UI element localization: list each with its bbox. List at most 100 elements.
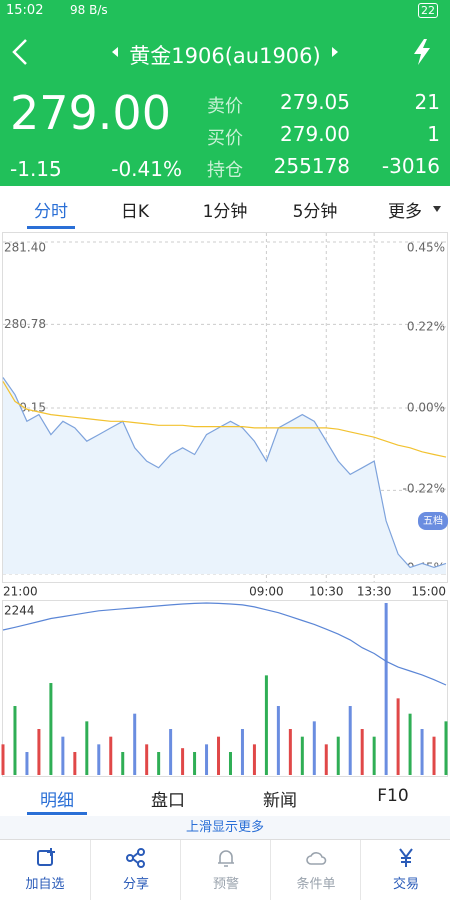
volume-bar bbox=[420, 729, 424, 775]
nav-label: 加自选 bbox=[25, 877, 65, 892]
chart-tab[interactable]: 5分钟 bbox=[292, 202, 338, 222]
y-tick-label: 280.78 bbox=[4, 317, 46, 331]
volume-bar bbox=[73, 752, 77, 775]
battery: 22 bbox=[418, 3, 438, 18]
volume-bar bbox=[312, 721, 316, 775]
volume-bar bbox=[1, 744, 5, 775]
volume-bar bbox=[181, 748, 185, 775]
price-line bbox=[2, 377, 447, 569]
volume-bar bbox=[360, 729, 364, 775]
detail-tab[interactable]: 明细 bbox=[40, 791, 74, 811]
nav-item[interactable]: 分享 bbox=[90, 840, 181, 900]
header: 15:02 98 B/s 22 黄金1906(au1906) 279.00 -1… bbox=[0, 0, 450, 186]
change: -1.15 bbox=[10, 157, 62, 181]
contract-title: 黄金1906(au1906) bbox=[129, 44, 321, 68]
volume-bar bbox=[336, 736, 340, 775]
more-hint[interactable]: 上滑显示更多 bbox=[0, 816, 450, 840]
detail-tab[interactable]: 盘口 bbox=[151, 791, 185, 811]
change-pct: -0.41% bbox=[111, 157, 182, 181]
x-tick-label: 15:00 bbox=[411, 585, 446, 599]
volume-bar bbox=[85, 721, 89, 775]
quote-volume: 21 bbox=[414, 90, 440, 114]
net-speed: 98 B/s bbox=[70, 3, 108, 17]
y2-tick-label: -0.22% bbox=[403, 482, 445, 496]
nav-label: 分享 bbox=[122, 877, 149, 892]
price-area bbox=[3, 377, 446, 574]
nav-label: 预警 bbox=[212, 877, 239, 892]
nav-item[interactable]: 交易 bbox=[360, 840, 450, 900]
chart-tab[interactable]: 更多 bbox=[388, 202, 422, 222]
y-tick-label: 281.40 bbox=[4, 241, 46, 255]
avg-line bbox=[2, 381, 447, 458]
volume-bar bbox=[25, 752, 29, 775]
volume-bar bbox=[408, 713, 412, 775]
quote-value: 255178 bbox=[273, 154, 350, 178]
nav-item[interactable]: 条件单 bbox=[270, 840, 361, 900]
volume-bar bbox=[205, 744, 209, 775]
nav-label: 交易 bbox=[392, 877, 419, 892]
quote-label: 持仓 bbox=[207, 160, 243, 181]
divider bbox=[0, 839, 450, 840]
volume-bar bbox=[193, 752, 197, 775]
nav-icon bbox=[37, 848, 55, 866]
back-button[interactable] bbox=[8, 38, 32, 66]
volume-bar bbox=[145, 744, 149, 775]
side-tag-bg bbox=[418, 512, 448, 530]
quote-volume: 1 bbox=[427, 122, 440, 146]
active-tab-underline bbox=[27, 812, 87, 815]
quote-label: 卖价 bbox=[207, 96, 243, 117]
chart-tab[interactable]: 分时 bbox=[34, 202, 68, 222]
quote-volume: -3016 bbox=[381, 154, 440, 178]
volume-bar bbox=[169, 729, 173, 775]
nav-icon bbox=[126, 848, 145, 868]
next-arrow[interactable] bbox=[330, 46, 340, 58]
volume-bar bbox=[348, 706, 352, 775]
volume-bar bbox=[109, 736, 113, 775]
charts: 278.90279.53280.15280.78281.40-0.45%-0.2… bbox=[1, 232, 448, 777]
chart-tab[interactable]: 1分钟 bbox=[202, 202, 248, 222]
volume-bar bbox=[324, 744, 328, 775]
volume-bar bbox=[217, 736, 221, 775]
volume-bar bbox=[240, 729, 244, 775]
volume-bar bbox=[372, 736, 376, 775]
y2-tick-label: 0.00% bbox=[407, 401, 445, 415]
x-tick-label: 13:30 bbox=[357, 585, 392, 599]
volume-bar bbox=[49, 683, 53, 775]
chart-tab[interactable]: 日K bbox=[120, 202, 150, 222]
last-price: 279.00 bbox=[10, 86, 171, 140]
volume-bar bbox=[157, 752, 161, 775]
volume-bar bbox=[300, 736, 304, 775]
x-tick-label: 21:00 bbox=[3, 585, 38, 599]
x-tick-label: 10:30 bbox=[309, 585, 344, 599]
time: 15:02 bbox=[6, 3, 44, 18]
detail-tab[interactable]: 新闻 bbox=[263, 791, 297, 811]
nav-icon bbox=[399, 848, 413, 867]
volume-bar bbox=[396, 698, 400, 775]
quote-label: 买价 bbox=[207, 128, 243, 149]
volume-bar bbox=[432, 736, 436, 775]
active-tab-underline bbox=[27, 226, 75, 229]
volume-bar bbox=[228, 752, 232, 775]
nav-icon bbox=[306, 852, 327, 865]
y2-tick-label: 0.45% bbox=[407, 241, 445, 255]
nav-icon bbox=[218, 850, 234, 867]
detail-tab[interactable]: F10 bbox=[377, 786, 409, 806]
volume-bar bbox=[133, 713, 137, 775]
volume-tick-label: 2244 bbox=[4, 604, 35, 618]
volume-bar bbox=[264, 675, 268, 775]
open-interest-line bbox=[2, 602, 447, 686]
chart-frame bbox=[2, 232, 448, 583]
volume-bar bbox=[288, 729, 292, 775]
volume-bar bbox=[61, 736, 65, 775]
volume-bar bbox=[37, 729, 41, 775]
nav-item[interactable]: 预警 bbox=[180, 840, 271, 900]
flash-icon[interactable] bbox=[410, 38, 434, 66]
volume-bar bbox=[121, 752, 125, 775]
volume-bar bbox=[384, 603, 388, 775]
prev-arrow[interactable] bbox=[110, 46, 120, 58]
dropdown-caret bbox=[433, 206, 441, 212]
volume-bar bbox=[97, 744, 101, 775]
nav-item[interactable]: 加自选 bbox=[0, 840, 90, 900]
volume-bar bbox=[13, 706, 17, 775]
